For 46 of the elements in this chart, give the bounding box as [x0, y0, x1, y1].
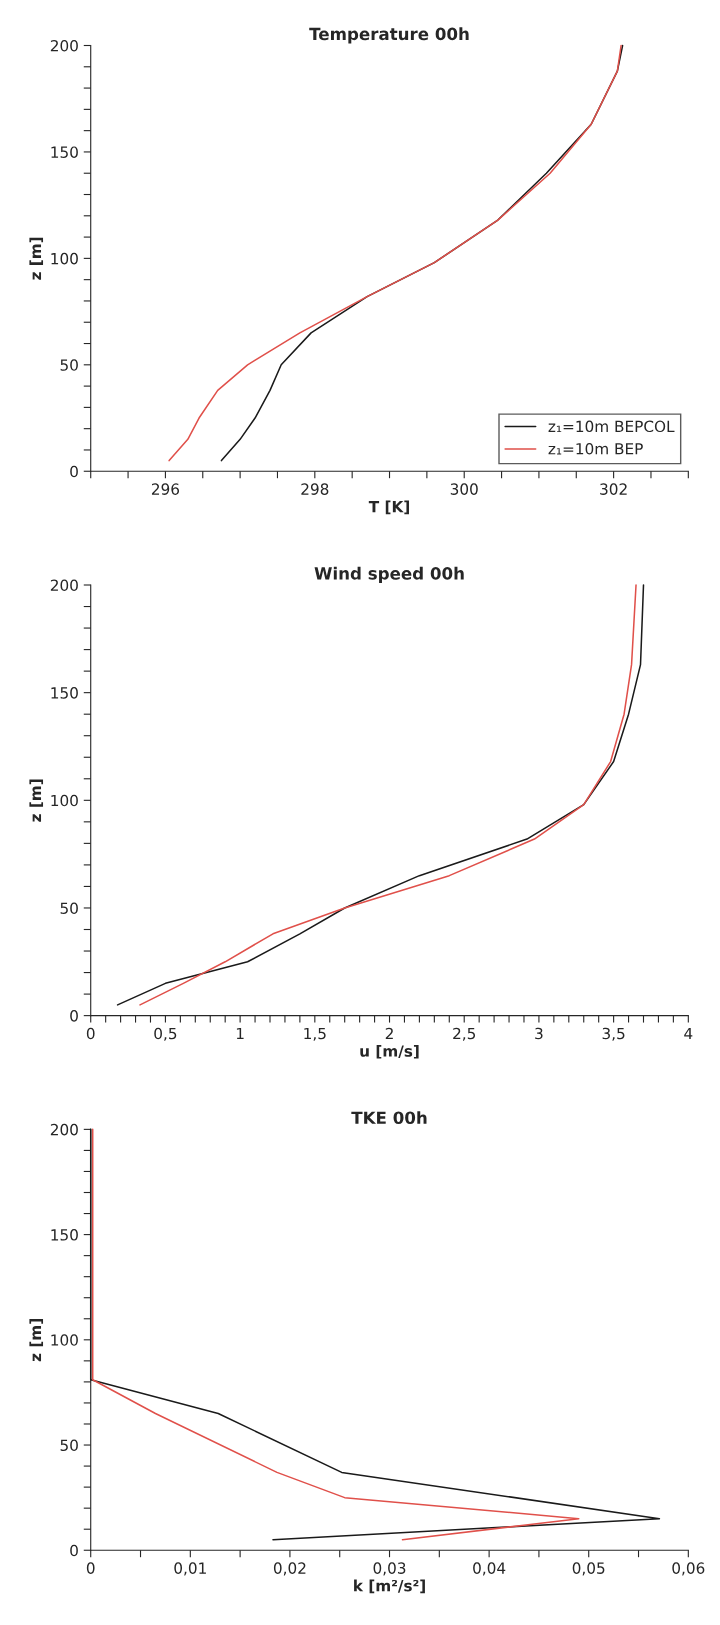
x-tick-label: 302 — [600, 483, 627, 495]
y-tick-label: 0 — [70, 465, 78, 478]
x-tick-label: 3,5 — [602, 1027, 625, 1041]
x-tick-label: 0 — [86, 1027, 95, 1040]
x-axis-title: T [K] — [368, 500, 409, 515]
x-axis-title: k [m²/s²] — [354, 1579, 425, 1594]
x-tick-label: 3 — [535, 1027, 543, 1040]
y-tick-label: 100 — [51, 794, 78, 807]
x-tick-label: 2,5 — [453, 1027, 476, 1041]
legend-label: z₁=10m BEP — [548, 442, 643, 455]
y-tick-label: 200 — [50, 1123, 78, 1136]
x-tick-label: 0,03 — [373, 1562, 406, 1576]
x-tick-label: 4 — [684, 1027, 693, 1040]
x-tick-label: 0,5 — [154, 1027, 177, 1041]
y-tick-label: 50 — [60, 902, 78, 914]
y-axis-title: z [m] — [29, 1319, 44, 1362]
y-axis-title: z [m] — [29, 779, 44, 822]
y-tick-label: 150 — [51, 1229, 78, 1241]
x-tick-label: 298 — [301, 483, 329, 495]
y-tick-label: 200 — [50, 579, 78, 592]
x-tick-label: 300 — [450, 483, 478, 495]
x-tick-label: 1,5 — [304, 1027, 326, 1041]
y-tick-label: 100 — [51, 252, 78, 265]
x-tick-label: 2 — [385, 1027, 393, 1040]
chart-title: Wind speed 00h — [314, 566, 464, 583]
x-tick-label: 1 — [236, 1027, 244, 1040]
x-tick-label: 296 — [151, 483, 180, 495]
y-tick-label: 150 — [51, 687, 78, 699]
chart-title: TKE 00h — [351, 1111, 427, 1125]
y-tick-label: 0 — [70, 1010, 78, 1022]
x-tick-label: 0 — [86, 1562, 95, 1574]
x-tick-label: 0,02 — [273, 1562, 306, 1576]
y-tick-label: 0 — [70, 1544, 78, 1557]
legend-label: z₁=10m BEPCOL — [548, 420, 675, 433]
y-tick-label: 100 — [51, 1334, 78, 1346]
x-tick-label: 0,05 — [572, 1562, 605, 1576]
y-tick-label: 50 — [60, 359, 78, 371]
chart-title: Temperature 00h — [309, 27, 469, 44]
x-tick-label: 0,04 — [473, 1562, 506, 1576]
y-axis-title: z [m] — [29, 237, 44, 280]
x-tick-label: 0,06 — [672, 1562, 705, 1576]
y-tick-label: 200 — [50, 39, 78, 52]
x-tick-label: 0,01 — [174, 1562, 206, 1576]
y-tick-label: 50 — [60, 1439, 78, 1452]
x-axis-title: u [m/s] — [360, 1044, 419, 1059]
y-tick-label: 150 — [51, 146, 78, 158]
